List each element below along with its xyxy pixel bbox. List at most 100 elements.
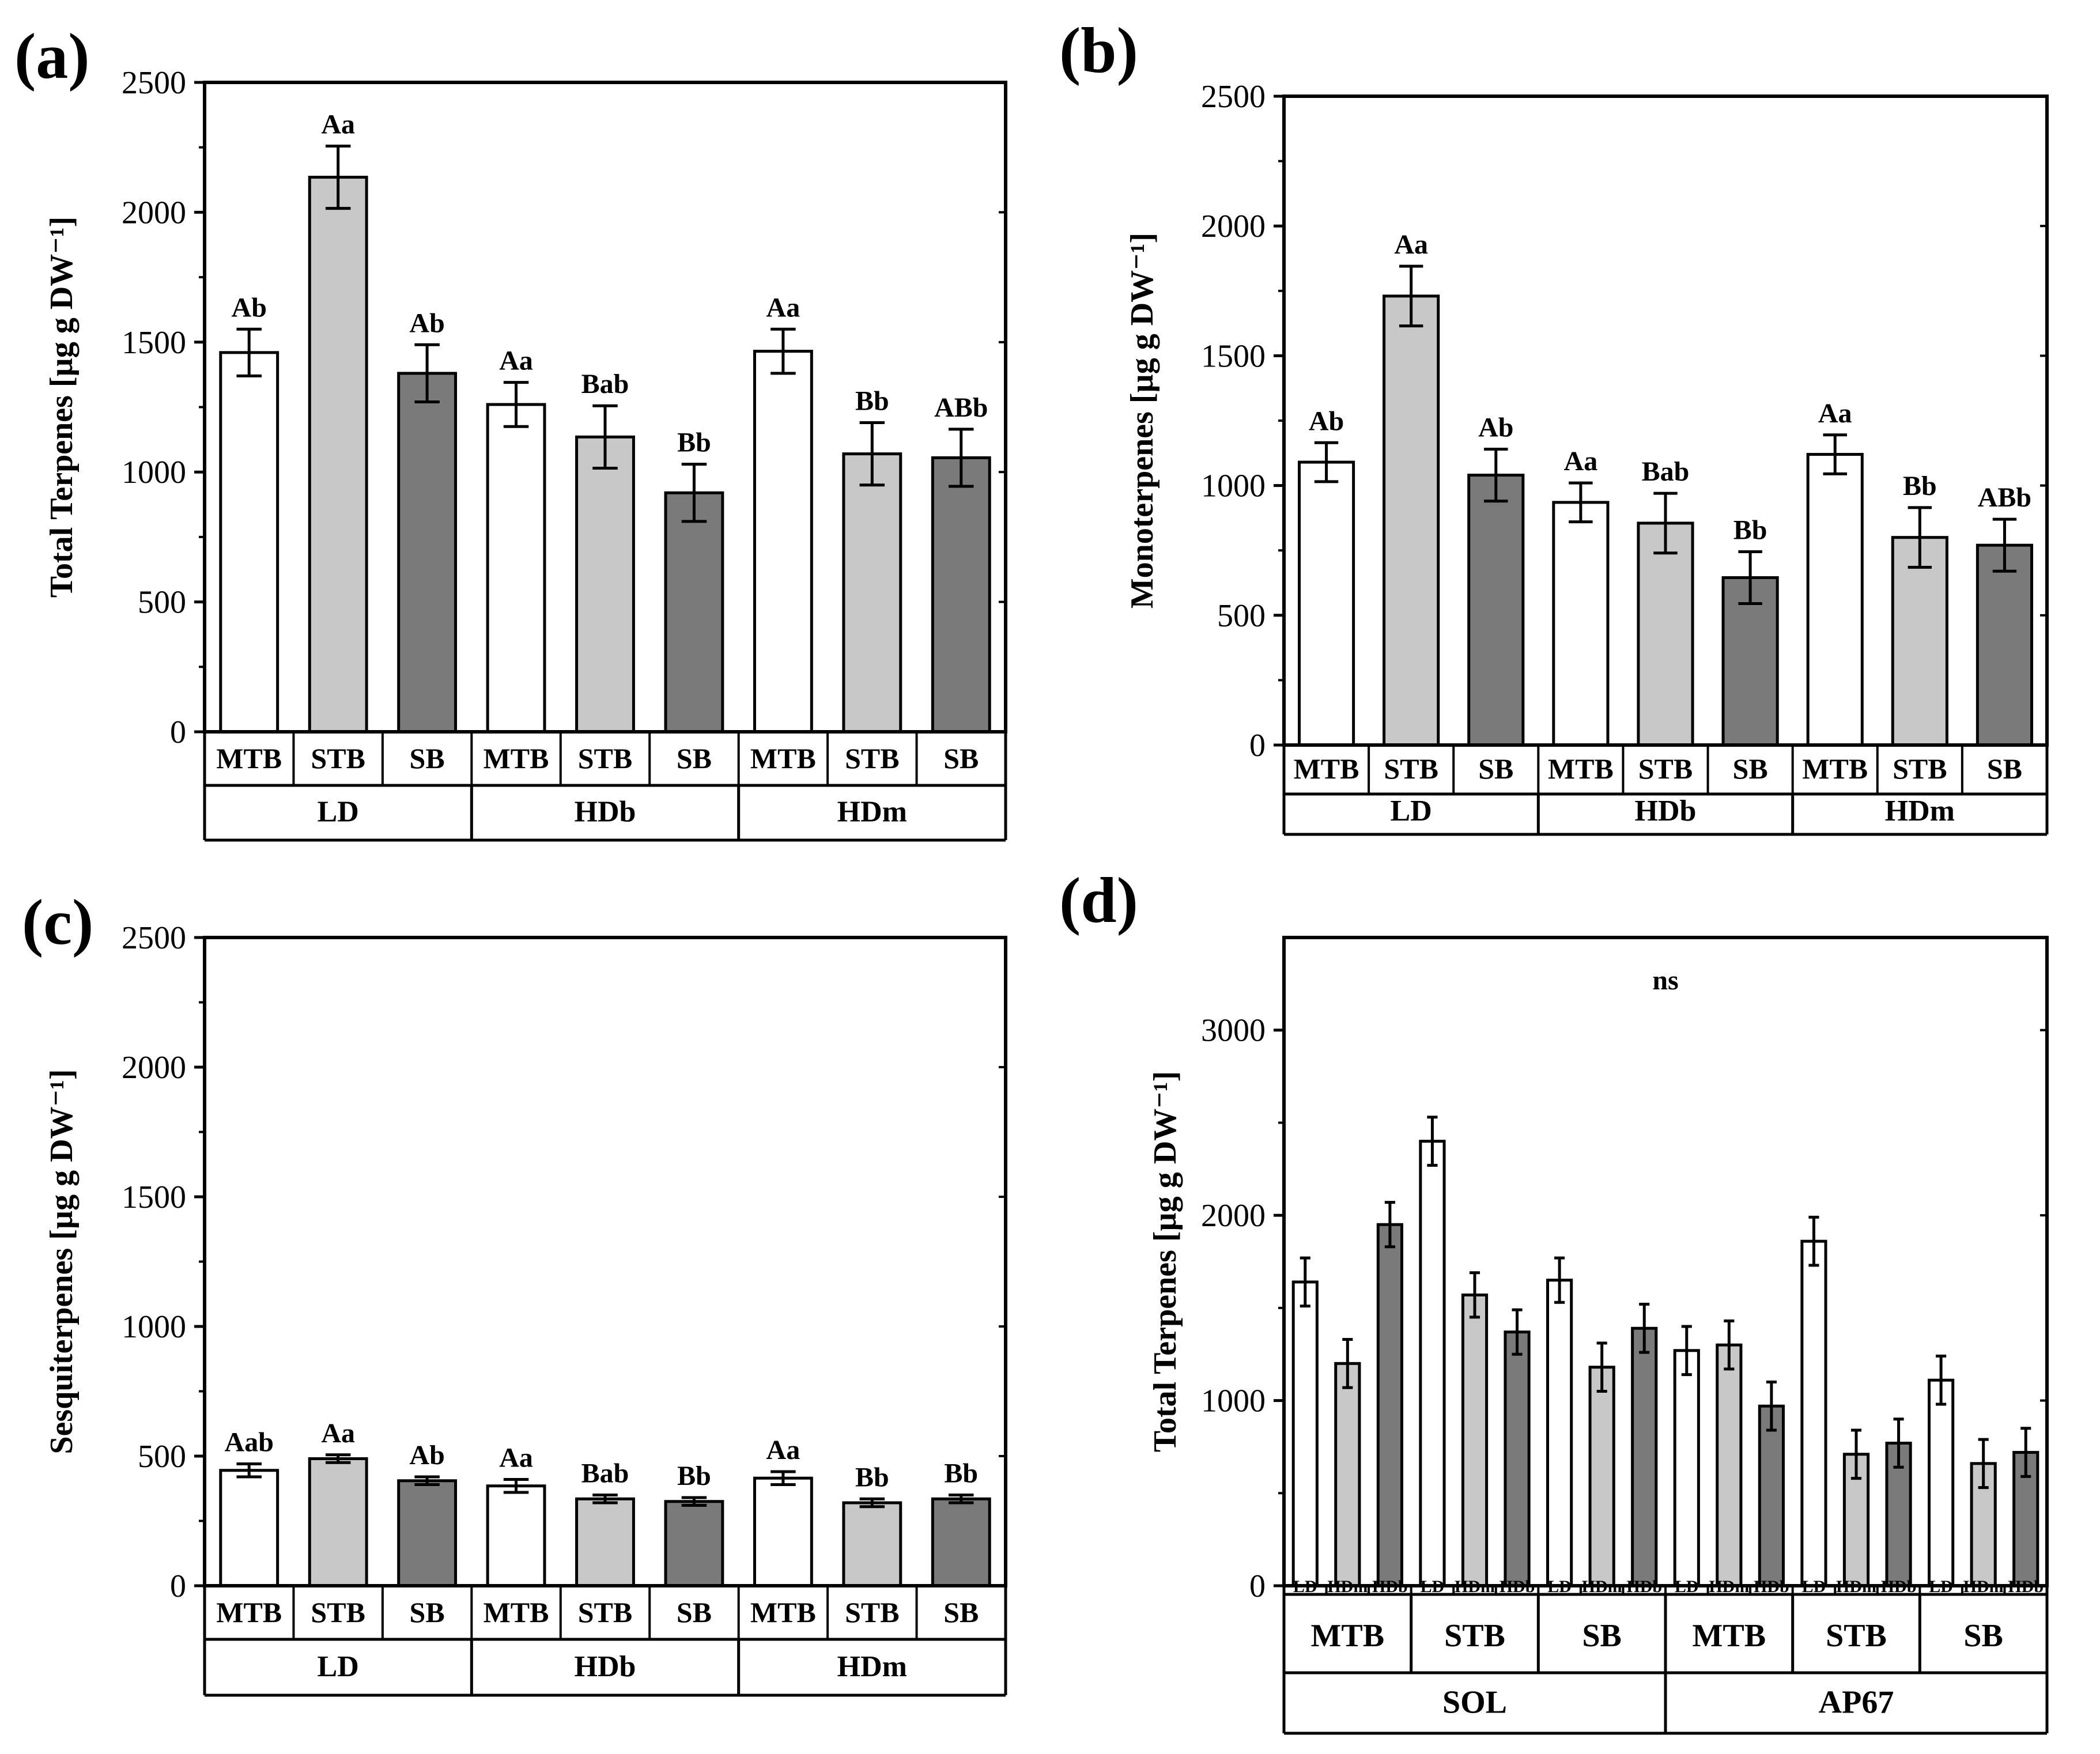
panel-label: (c) xyxy=(22,887,93,958)
significance-label: Aa xyxy=(1394,229,1428,260)
group-label: HDm xyxy=(1885,795,1955,827)
category-label: LD xyxy=(1293,1577,1317,1596)
category-label: HDm xyxy=(1327,1577,1368,1596)
panel-c: (c) Sesquiterpenes [µg g DW⁻¹] Aab Aa Ab Aa Ba… xyxy=(22,887,1007,1697)
bar xyxy=(397,1479,458,1587)
bar xyxy=(1716,1343,1743,1587)
panel-b: (b) Monoterpenes [µg g DW⁻¹] Ab Aa Ab Aa Bab Bb… xyxy=(1059,15,2049,836)
bar xyxy=(1546,1279,1573,1587)
category-label: LD xyxy=(1675,1577,1699,1596)
category-label: HDm xyxy=(1836,1577,1876,1596)
group-label: STB xyxy=(1826,1618,1887,1654)
significance-label: Bb xyxy=(944,1458,978,1489)
bar xyxy=(753,1476,813,1587)
significance-label: Aab xyxy=(225,1427,274,1458)
category-label: SB xyxy=(410,1596,445,1628)
significance-label: Ab xyxy=(409,308,444,338)
bar xyxy=(1467,474,1525,747)
category-label: MTB xyxy=(1802,753,1868,785)
category-label: STB xyxy=(1893,753,1947,785)
bar xyxy=(1376,1223,1403,1587)
category-label: MTB xyxy=(750,1596,816,1628)
significance-label: Bab xyxy=(581,369,629,399)
y-tick-label: 0 xyxy=(170,1568,186,1604)
y-tick-label: 1000 xyxy=(1201,1383,1266,1419)
y-tick-label: 1000 xyxy=(1201,468,1266,504)
y-tick-label: 500 xyxy=(1217,598,1266,634)
category-label: MTB xyxy=(216,742,282,774)
category-label: STB xyxy=(1384,753,1438,785)
bar xyxy=(308,176,368,734)
y-axis-label: Sesquiterpenes [µg g DW⁻¹] xyxy=(44,1069,80,1454)
y-tick-label: 500 xyxy=(138,585,186,621)
bar xyxy=(486,403,546,734)
significance-label: Bab xyxy=(581,1458,629,1489)
significance-label: Bb xyxy=(677,1461,711,1491)
category-label: STB xyxy=(845,1596,900,1628)
significance-label: Aa xyxy=(321,109,355,139)
significance-label: Aa xyxy=(1818,398,1852,429)
bar xyxy=(1461,1293,1489,1587)
significance-label: Aa xyxy=(766,1435,800,1465)
category-label: SB xyxy=(1478,753,1513,785)
category-label: SB xyxy=(410,742,445,774)
bar xyxy=(1552,501,1610,747)
significance-label: Bab xyxy=(1642,456,1690,487)
y-tick-label: 1000 xyxy=(122,1309,186,1345)
bar xyxy=(575,1497,635,1587)
bar xyxy=(931,456,991,734)
category-label: HDb xyxy=(1500,1577,1535,1596)
category-label: LD xyxy=(1421,1577,1445,1596)
bar xyxy=(842,452,902,734)
bar xyxy=(664,491,724,734)
y-tick-label: 2000 xyxy=(1201,1198,1266,1234)
bar xyxy=(1419,1140,1446,1587)
group-label: LD xyxy=(318,796,359,829)
category-label: SB xyxy=(1987,753,2022,785)
y-tick-label: 1000 xyxy=(122,455,186,490)
group-label: LD xyxy=(318,1650,359,1683)
y-tick-label: 2000 xyxy=(122,1050,186,1086)
bar xyxy=(931,1497,991,1587)
y-tick-label: 2500 xyxy=(122,65,186,101)
category-label: STB xyxy=(578,1596,633,1628)
category-label: MTB xyxy=(484,1596,549,1628)
category-label: MTB xyxy=(1548,753,1614,785)
group-label: HDb xyxy=(1635,795,1697,827)
y-tick-label: 2000 xyxy=(122,195,186,230)
bar xyxy=(1806,453,1864,747)
y-axis-label: Total Terpenes [µg g DW⁻¹] xyxy=(1147,1071,1183,1452)
category-label: MTB xyxy=(1294,753,1359,785)
y-tick-label: 0 xyxy=(1249,1568,1266,1604)
category-label: MTB xyxy=(484,742,549,774)
bar xyxy=(1588,1366,1615,1587)
category-label: STB xyxy=(578,742,633,774)
y-tick-label: 500 xyxy=(138,1439,186,1475)
bar xyxy=(664,1500,724,1587)
category-label: STB xyxy=(1638,753,1693,785)
category-label: SB xyxy=(677,1596,712,1628)
group-label: LD xyxy=(1391,795,1432,827)
panel-a: (a) Total Terpenes [µg g DW⁻¹] Ab Aa Ab Aa Bab… xyxy=(14,21,1007,842)
category-label: LD xyxy=(1802,1577,1826,1596)
category-label: SB xyxy=(677,742,712,774)
significance-label: Aa xyxy=(766,292,800,323)
category-label: HDm xyxy=(1582,1577,1622,1596)
significance-label: Ab xyxy=(232,292,267,323)
y-tick-label: 0 xyxy=(1249,728,1266,763)
bar xyxy=(1673,1349,1700,1587)
significance-label: Ab xyxy=(1309,406,1344,436)
group-label: STB xyxy=(1444,1618,1505,1654)
category-label: SB xyxy=(1733,753,1768,785)
panel-d: (d) Total Terpenes [µg g DW⁻¹] 0 1000 2000 30… xyxy=(1059,865,2049,1735)
y-tick-label: 0 xyxy=(170,715,186,750)
group-label: SB xyxy=(1963,1618,2003,1654)
panel-label: (d) xyxy=(1059,865,1138,936)
category-label: HDm xyxy=(1709,1577,1749,1596)
bar xyxy=(308,1457,368,1587)
significance-label: ABb xyxy=(934,392,988,423)
significance-label: Ab xyxy=(409,1440,444,1471)
bar xyxy=(1631,1326,1658,1587)
y-tick-label: 2500 xyxy=(122,920,186,956)
category-label: SB xyxy=(943,742,979,774)
